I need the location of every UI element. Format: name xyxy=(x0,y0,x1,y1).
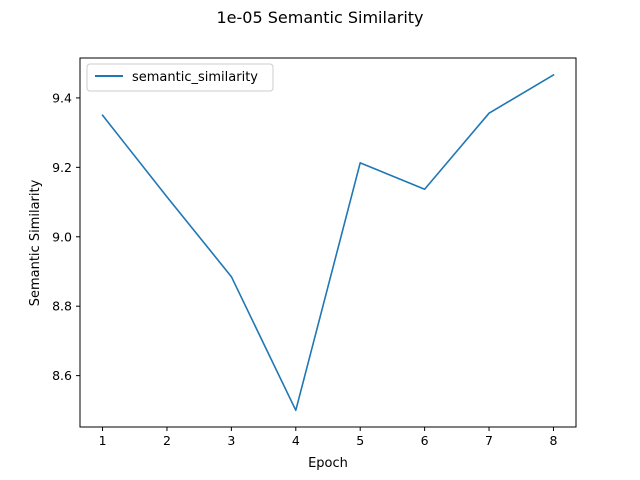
x-tick-label: 4 xyxy=(292,433,300,448)
y-tick-label: 9.2 xyxy=(52,160,72,175)
x-tick-label: 2 xyxy=(163,433,171,448)
y-tick-label: 9.0 xyxy=(52,229,72,244)
y-axis-label: Semantic Similarity xyxy=(28,179,43,306)
legend-box xyxy=(86,63,274,92)
x-tick-label: 8 xyxy=(549,433,557,448)
series-line-0 xyxy=(101,73,555,412)
x-tick-label: 6 xyxy=(421,433,429,448)
plot-area: 1 2 3 4 5 6 7 8 8.6 8.8 9.0 9.2 9.4 xyxy=(52,57,577,448)
y-tick-label: 8.6 xyxy=(52,368,72,383)
x-tick-label: 3 xyxy=(227,433,235,448)
axes-frame xyxy=(79,57,577,428)
legend: semantic_similarity xyxy=(86,63,274,92)
x-tick-label: 7 xyxy=(485,433,493,448)
legend-label: semantic_similarity xyxy=(132,70,258,85)
y-tick-label: 8.8 xyxy=(52,299,72,314)
x-tick-label: 5 xyxy=(356,433,364,448)
x-tick-label: 1 xyxy=(99,433,107,448)
y-tick-label: 9.4 xyxy=(52,90,72,105)
chart-title: 1e-05 Semantic Similarity xyxy=(216,8,423,27)
x-axis-label: Epoch xyxy=(308,456,348,471)
